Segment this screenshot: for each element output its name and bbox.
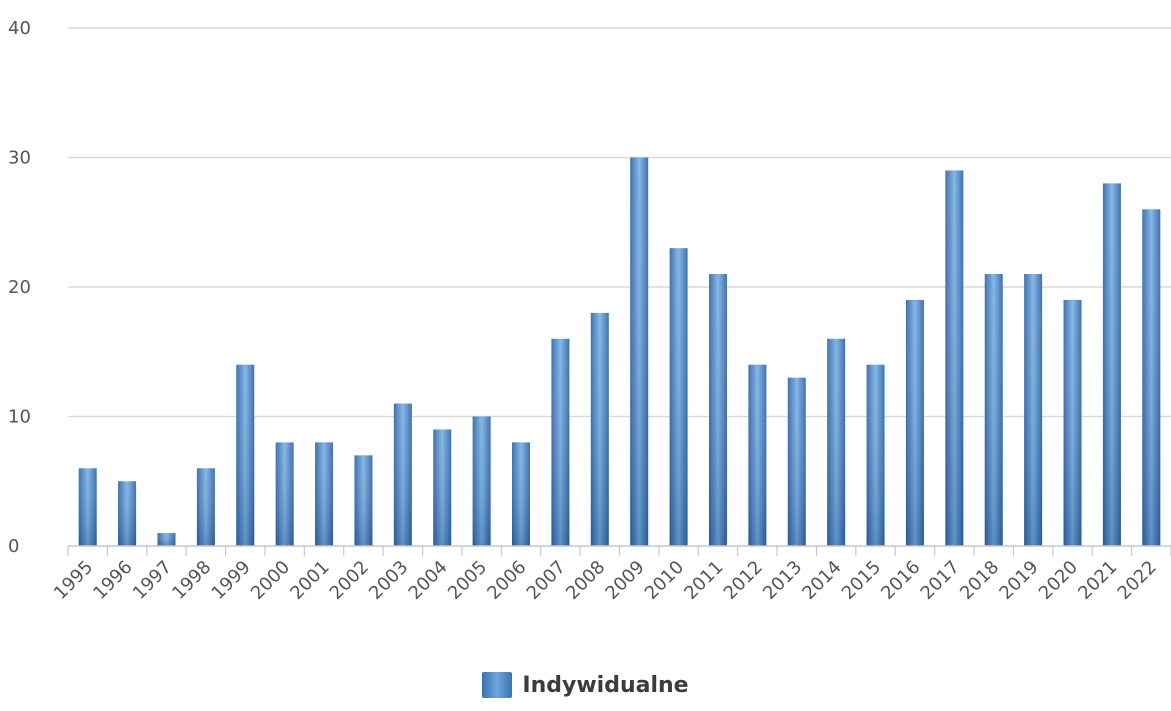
bar-shade [78, 468, 97, 546]
bar-shade [315, 442, 334, 546]
bar-shade [866, 364, 885, 546]
y-tick-label: 20 [8, 277, 31, 298]
x-tick-label: 2013 [759, 557, 806, 604]
x-tick-label: 2004 [405, 557, 452, 604]
bar-shade [1102, 183, 1121, 546]
bar-shade [196, 468, 215, 546]
x-tick-label: 2018 [956, 557, 1003, 604]
y-tick-label: 40 [8, 18, 31, 39]
x-tick-label: 2019 [995, 557, 1042, 604]
x-tick-label: 2000 [247, 557, 294, 604]
bar-shade [630, 157, 649, 546]
x-tick-label: 2005 [444, 557, 491, 604]
x-tick-label: 2017 [917, 557, 964, 604]
x-tick-label: 1995 [50, 557, 97, 604]
bar-shade [748, 364, 767, 546]
x-tick-label: 1998 [168, 557, 215, 604]
x-tick-label: 1999 [208, 557, 255, 604]
bar-shade [669, 248, 688, 546]
bar-shade [118, 481, 137, 546]
grid-lines [68, 27, 1171, 418]
x-tick-label: 2002 [326, 557, 373, 604]
y-tick-label: 10 [8, 407, 31, 428]
bar-shade [1024, 274, 1043, 546]
x-tick-label: 2007 [523, 557, 570, 604]
x-tick-label: 2022 [1114, 557, 1161, 604]
bar-shade [827, 338, 846, 546]
x-tick-label: 2010 [641, 557, 688, 604]
bar-shade [472, 416, 491, 546]
x-axis-tick-labels: 1995199619971998199920002001200220032004… [50, 557, 1161, 604]
bars [78, 157, 1161, 547]
bar-shade [590, 312, 609, 546]
x-tick-label: 2006 [483, 557, 530, 604]
bar-shade [905, 299, 924, 546]
bar-shade [393, 403, 412, 546]
y-axis-tick-labels: 0 10 20 30 40 [8, 18, 31, 557]
bar-shade [1142, 209, 1161, 547]
x-tick-label: 2003 [365, 557, 412, 604]
bar-shade [945, 170, 964, 546]
x-tick-label: 2015 [838, 557, 885, 604]
x-tick-label: 2001 [286, 557, 333, 604]
x-tick-label: 2021 [1074, 557, 1121, 604]
x-tick-label: 2014 [798, 557, 845, 604]
x-tick-label: 2009 [601, 557, 648, 604]
x-tick-label: 2008 [562, 557, 609, 604]
bar-shade [708, 274, 727, 546]
x-tick-label: 2016 [877, 557, 924, 604]
x-tick-label: 1997 [129, 557, 176, 604]
bar-shade [512, 442, 531, 546]
legend-label: Indywidualne [522, 672, 689, 698]
x-tick-label: 1996 [89, 557, 136, 604]
y-tick-label: 30 [8, 148, 31, 169]
bar-shade [275, 442, 294, 546]
bar-shade [354, 455, 373, 546]
bar-shade [984, 274, 1003, 546]
bar-shade [551, 338, 570, 546]
x-tick-label: 2020 [1035, 557, 1082, 604]
y-tick-label: 0 [8, 536, 19, 557]
x-axis [67, 545, 1171, 556]
bar-shade [787, 377, 806, 546]
x-tick-label: 2011 [680, 557, 727, 604]
x-tick-label: 2012 [720, 557, 767, 604]
legend-swatch [482, 672, 513, 698]
bar-shade [157, 533, 176, 546]
bar-shade [1063, 299, 1082, 546]
bar-shade [236, 364, 255, 546]
legend: Indywidualne [0, 672, 1171, 698]
bar-shade [433, 429, 452, 546]
